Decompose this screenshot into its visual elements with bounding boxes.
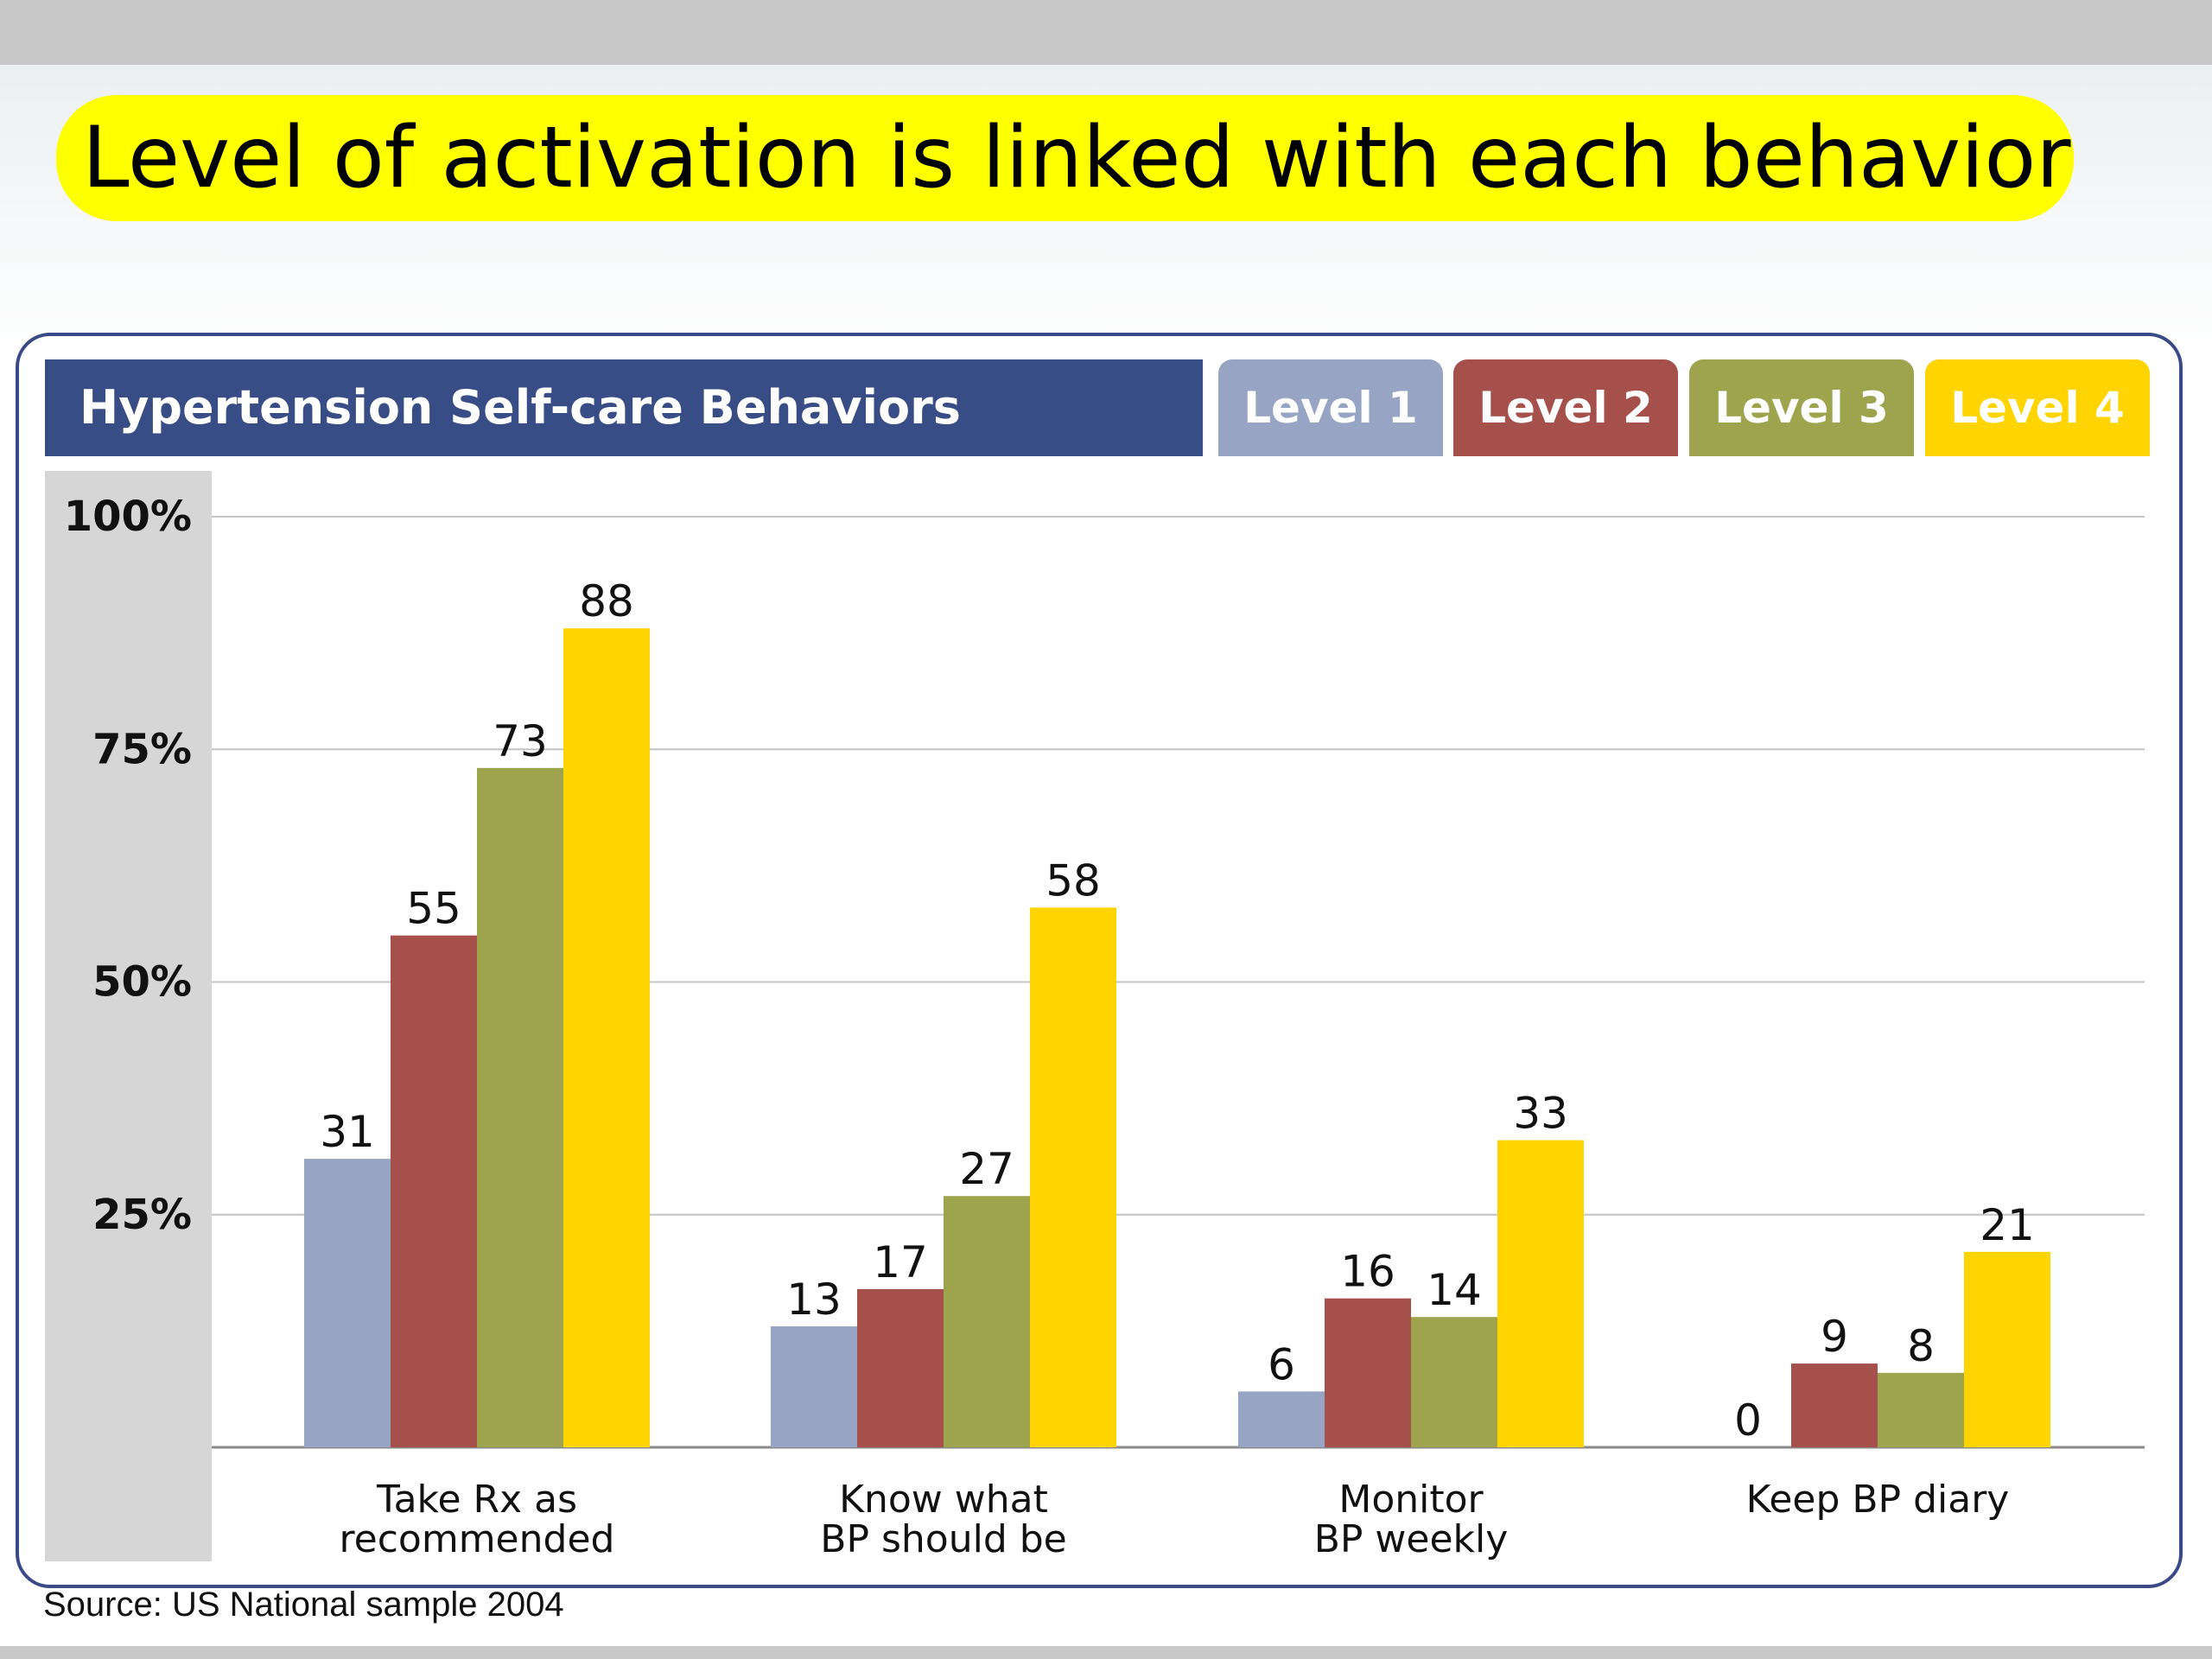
data-label: 0 [1734,1395,1762,1446]
data-label: 33 [1513,1089,1568,1139]
data-label: 58 [1046,855,1101,906]
y-tick-label: 25% [92,1191,192,1239]
slide-title: Level of activation is linked with each … [82,109,2071,207]
bottom-banner [0,1646,2212,1659]
bar-level-4 [1030,907,1116,1447]
bar-level-2 [1325,1298,1411,1447]
title-highlight [56,95,2074,221]
data-label: 8 [1907,1321,1935,1371]
x-category-label: Know what [839,1478,1048,1522]
legend-level-2: Level 2 [1453,359,1678,456]
data-label: 16 [1340,1247,1395,1297]
y-tick-label: 75% [92,725,192,773]
data-label: 55 [406,884,461,934]
legend-level-4: Level 4 [1925,359,2150,456]
x-category-label: recommended [340,1517,615,1561]
y-tick-label: 50% [92,958,192,1007]
data-label: 27 [959,1144,1014,1194]
data-label: 6 [1268,1339,1295,1389]
bar-level-1 [304,1159,391,1447]
chart-title: Hypertension Self-care Behaviors [79,380,961,435]
bar-level-3 [1878,1372,1964,1447]
bar-level-2 [1791,1363,1878,1447]
bar-level-4 [1497,1140,1584,1447]
data-label: 14 [1427,1265,1482,1315]
source-note: Source: US National sample 2004 [43,1586,564,1624]
bar-level-3 [477,767,563,1447]
y-tick-label: 100% [64,493,192,541]
data-label: 9 [1821,1312,1848,1362]
bar-level-4 [563,628,650,1447]
bar-level-3 [1411,1317,1497,1447]
legend-level-1: Level 1 [1218,359,1443,456]
x-category-label: BP should be [820,1517,1066,1561]
x-category-label: Monitor [1338,1478,1484,1522]
data-label: 88 [579,576,634,626]
bar-level-1 [1238,1391,1325,1447]
x-category-label: Take Rx as [376,1478,577,1522]
x-category-label: BP weekly [1314,1517,1509,1561]
x-category-label: Keep BP diary [1746,1478,2010,1522]
legend-level-3: Level 3 [1689,359,1914,456]
bar-level-4 [1964,1251,2050,1447]
bar-level-3 [944,1196,1030,1447]
data-label: 21 [1980,1200,2035,1250]
top-banner [0,0,2212,65]
data-label: 17 [873,1237,928,1287]
chart-title-bar [45,359,1203,456]
bar-level-2 [857,1288,944,1447]
data-label: 73 [493,716,548,766]
y-axis-panel [45,471,212,1561]
bar-level-1 [771,1325,857,1447]
bar-level-2 [391,935,477,1447]
data-label: 13 [786,1274,842,1325]
data-label: 31 [320,1107,375,1157]
